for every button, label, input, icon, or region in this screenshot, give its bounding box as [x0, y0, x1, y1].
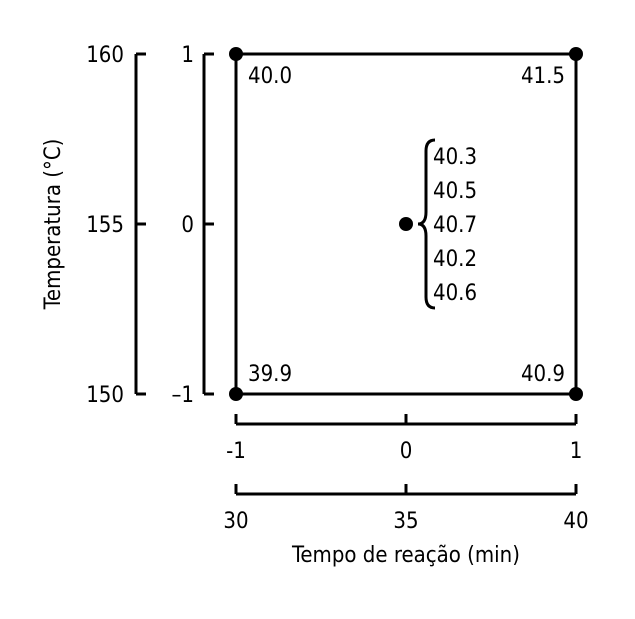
design-square [234, 52, 578, 396]
center-response: 40.3 [433, 145, 477, 170]
x-real-tick-label: 35 [393, 509, 418, 534]
x-coded-tick-label: 1 [570, 439, 583, 464]
y-coded-tick-label: –1 [172, 383, 194, 408]
x-coded-axis: -1 0 1 [226, 414, 582, 464]
y-real-axis: 160 155 150 Temperatura (°C) [41, 43, 146, 408]
corner-point-bottom-left [229, 387, 243, 401]
center-response: 40.2 [433, 247, 477, 272]
center-response: 40.7 [433, 213, 477, 238]
x-real-tick-label: 40 [563, 509, 588, 534]
y-coded-tick-label: 0 [181, 213, 194, 238]
x-coded-tick-label: -1 [226, 439, 246, 464]
y-real-tick-label: 160 [86, 43, 124, 68]
corner-point-top-left [229, 47, 243, 61]
y-coded-tick-label: 1 [181, 43, 194, 68]
x-real-axis: 30 35 40 Tempo de reação (min) [223, 484, 589, 568]
response-top-left: 40.0 [248, 64, 292, 89]
corner-point-top-right [569, 47, 583, 61]
y-real-tick-label: 150 [86, 383, 124, 408]
center-response: 40.5 [433, 179, 477, 204]
response-top-right: 41.5 [521, 64, 565, 89]
x-coded-tick-label: 0 [400, 439, 413, 464]
response-bottom-left: 39.9 [248, 362, 292, 387]
x-axis-title: Tempo de reação (min) [291, 543, 520, 568]
y-real-tick-label: 155 [86, 213, 124, 238]
center-response: 40.6 [433, 281, 477, 306]
corner-point-bottom-right [569, 387, 583, 401]
center-brace [417, 138, 436, 310]
center-point [399, 217, 413, 231]
y-axis-title: Temperatura (°C) [41, 139, 66, 311]
response-bottom-right: 40.9 [521, 362, 565, 387]
x-real-tick-label: 30 [223, 509, 248, 534]
y-coded-axis: 1 0 –1 [172, 43, 214, 408]
